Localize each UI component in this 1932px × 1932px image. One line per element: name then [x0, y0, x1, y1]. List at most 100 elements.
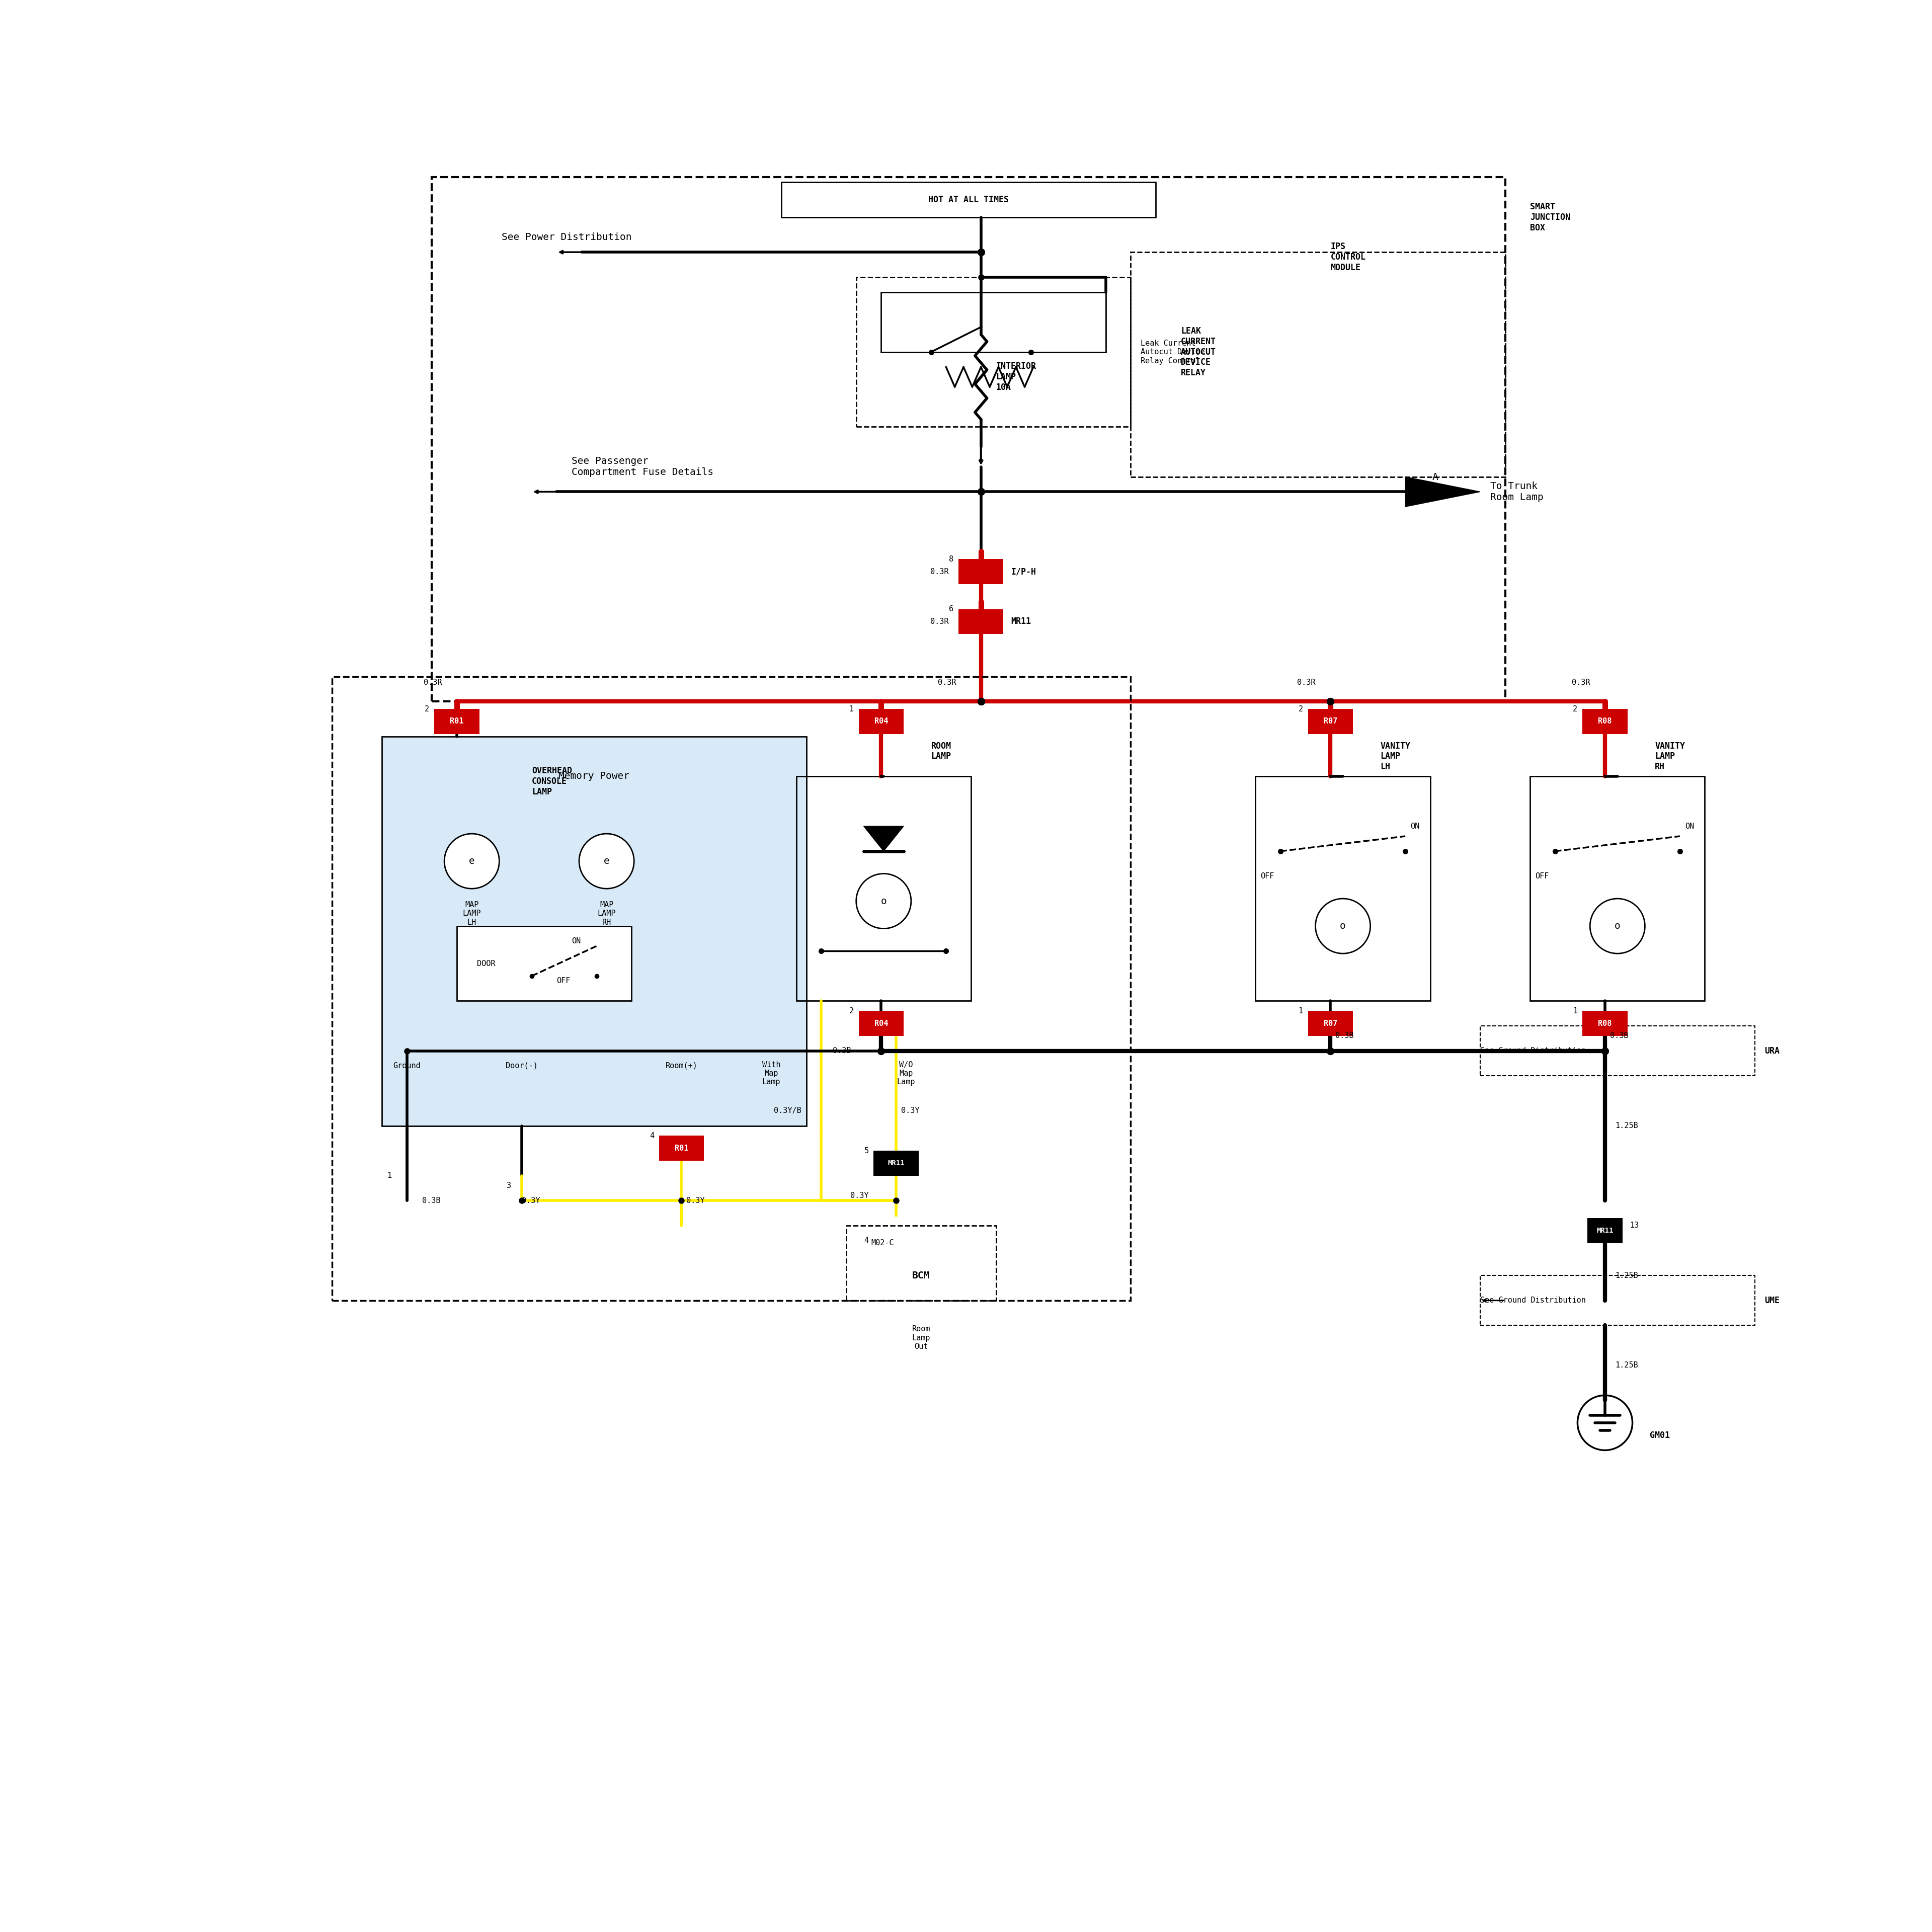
- Text: R07: R07: [1323, 717, 1337, 725]
- Text: 1.25B: 1.25B: [1615, 1362, 1638, 1370]
- Text: UME: UME: [1764, 1296, 1779, 1304]
- Text: 0.3R: 0.3R: [937, 678, 956, 686]
- Text: URA: URA: [1764, 1047, 1779, 1055]
- Text: See Ground Distribution: See Ground Distribution: [1480, 1047, 1586, 1055]
- Text: R08: R08: [1598, 717, 1611, 725]
- Text: Ground: Ground: [392, 1063, 421, 1070]
- Bar: [435, 709, 479, 734]
- Bar: [659, 1136, 703, 1161]
- Text: 0.3B: 0.3B: [1609, 1032, 1629, 1039]
- Text: Room(+): Room(+): [665, 1063, 697, 1070]
- Bar: [873, 1151, 918, 1177]
- Circle shape: [444, 835, 498, 889]
- Text: o: o: [1615, 922, 1621, 931]
- Text: M02-C: M02-C: [871, 1238, 895, 1246]
- Bar: [1582, 1010, 1627, 1036]
- Circle shape: [856, 873, 912, 929]
- Text: R01: R01: [674, 1144, 688, 1151]
- Text: INTERIOR
LAMP
10A: INTERIOR LAMP 10A: [997, 361, 1036, 392]
- Text: 0.3R: 0.3R: [423, 678, 442, 686]
- Text: 5: 5: [864, 1148, 869, 1155]
- Text: e: e: [603, 856, 609, 866]
- Text: 0.3B: 0.3B: [833, 1047, 852, 1055]
- Text: 4: 4: [864, 1236, 869, 1244]
- Text: 1.25B: 1.25B: [1615, 1271, 1638, 1279]
- Text: 0.3R: 0.3R: [1571, 678, 1590, 686]
- Text: 13: 13: [1631, 1221, 1638, 1229]
- Text: See Power Distribution: See Power Distribution: [502, 232, 632, 242]
- Text: SMART
JUNCTION
BOX: SMART JUNCTION BOX: [1530, 203, 1571, 232]
- Text: IPS
CONTROL
MODULE: IPS CONTROL MODULE: [1331, 242, 1366, 272]
- Text: 4: 4: [649, 1132, 655, 1140]
- Text: Door(-): Door(-): [506, 1063, 537, 1070]
- Text: OFF: OFF: [556, 978, 570, 985]
- Text: 0.3Y/B: 0.3Y/B: [773, 1107, 802, 1115]
- Bar: [796, 777, 972, 1001]
- Bar: [1308, 709, 1352, 734]
- Text: With
Map
Lamp: With Map Lamp: [761, 1061, 781, 1086]
- Text: ON: ON: [572, 937, 582, 945]
- Bar: [958, 558, 1003, 583]
- Text: BCM: BCM: [912, 1271, 929, 1281]
- Text: OFF: OFF: [1260, 873, 1275, 879]
- Bar: [433, 178, 1505, 701]
- Bar: [1130, 253, 1505, 477]
- Text: OVERHEAD
CONSOLE
LAMP: OVERHEAD CONSOLE LAMP: [531, 767, 572, 796]
- Text: 0.3R: 0.3R: [1296, 678, 1316, 686]
- Text: A: A: [1432, 471, 1437, 481]
- Bar: [881, 292, 1105, 352]
- Text: VANITY
LAMP
LH: VANITY LAMP LH: [1379, 742, 1410, 771]
- Text: ON: ON: [1685, 823, 1694, 831]
- Bar: [958, 558, 1003, 583]
- Text: MAP
LAMP
LH: MAP LAMP LH: [462, 900, 481, 925]
- Text: 6: 6: [949, 605, 954, 612]
- Text: R01: R01: [450, 717, 464, 725]
- Polygon shape: [864, 827, 904, 852]
- Circle shape: [1590, 898, 1644, 954]
- Text: To Trunk
Room Lamp: To Trunk Room Lamp: [1490, 481, 1544, 502]
- Text: VANITY
LAMP
RH: VANITY LAMP RH: [1656, 742, 1685, 771]
- Text: 0.3B: 0.3B: [421, 1196, 440, 1204]
- Text: e: e: [469, 856, 475, 866]
- Bar: [958, 609, 1003, 634]
- Text: 3: 3: [506, 1182, 512, 1190]
- Bar: [332, 676, 1130, 1300]
- Text: MR11: MR11: [1596, 1227, 1613, 1235]
- Text: See Passenger
Compartment Fuse Details: See Passenger Compartment Fuse Details: [572, 456, 713, 477]
- Bar: [1480, 1026, 1754, 1076]
- Text: Memory Power: Memory Power: [558, 771, 630, 781]
- Text: 1: 1: [386, 1173, 392, 1179]
- Text: 0.3Y: 0.3Y: [900, 1107, 920, 1115]
- Bar: [858, 709, 904, 734]
- Text: 0.3R: 0.3R: [929, 618, 949, 626]
- Bar: [1588, 1217, 1623, 1242]
- Text: 1: 1: [848, 705, 854, 713]
- Text: I/P-H: I/P-H: [1010, 568, 1036, 576]
- Bar: [1530, 777, 1704, 1001]
- Text: Leak Current
Autocut Device
Relay Control: Leak Current Autocut Device Relay Contro…: [1140, 340, 1206, 365]
- Bar: [1308, 1010, 1352, 1036]
- Text: 2: 2: [1573, 705, 1578, 713]
- Text: 2: 2: [848, 1007, 854, 1014]
- Text: 8: 8: [949, 554, 954, 562]
- Bar: [1256, 777, 1430, 1001]
- Bar: [846, 1225, 997, 1300]
- Text: ON: ON: [1410, 823, 1420, 831]
- Text: LEAK
CURRENT
AUTOCUT
DEVICE
RELAY: LEAK CURRENT AUTOCUT DEVICE RELAY: [1180, 327, 1215, 377]
- Bar: [781, 182, 1155, 216]
- Text: HOT AT ALL TIMES: HOT AT ALL TIMES: [927, 195, 1009, 205]
- Circle shape: [1316, 898, 1370, 954]
- Bar: [1582, 709, 1627, 734]
- Text: 2: 2: [1298, 705, 1302, 713]
- Text: R07: R07: [1323, 1020, 1337, 1028]
- Text: W/O
Map
Lamp: W/O Map Lamp: [896, 1061, 916, 1086]
- Text: 0.3R: 0.3R: [929, 568, 949, 576]
- Bar: [383, 736, 806, 1126]
- Bar: [1480, 1275, 1754, 1325]
- Bar: [456, 925, 632, 1001]
- Text: See Ground Distribution: See Ground Distribution: [1480, 1296, 1586, 1304]
- Text: OFF: OFF: [1536, 873, 1549, 879]
- Circle shape: [580, 835, 634, 889]
- Polygon shape: [1405, 477, 1480, 506]
- Text: 1: 1: [1573, 1007, 1578, 1014]
